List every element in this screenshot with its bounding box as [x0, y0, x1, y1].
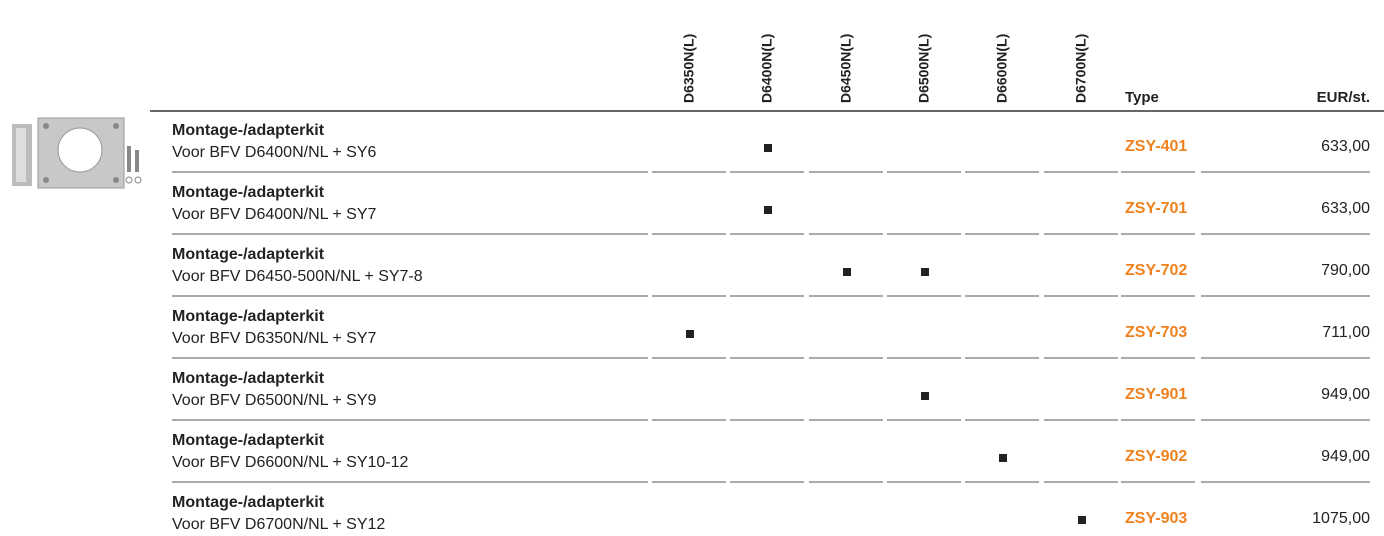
price: 633,00 — [1321, 138, 1370, 155]
product-title: Montage-/adapterkit — [172, 246, 325, 263]
compat-mark — [921, 268, 929, 276]
type-code: ZSY-902 — [1125, 448, 1187, 465]
price: 1075,00 — [1312, 510, 1370, 527]
model-header: D6450N(L) — [838, 34, 854, 103]
type-header: Type — [1125, 89, 1159, 106]
model-header: D6400N(L) — [759, 34, 775, 103]
compat-mark — [843, 268, 851, 276]
product-subtitle: Voor BFV D6350N/NL + SY7 — [172, 330, 377, 347]
product-subtitle: Voor BFV D6400N/NL + SY7 — [172, 206, 377, 223]
type-code: ZSY-701 — [1125, 200, 1187, 217]
type-code: ZSY-903 — [1125, 510, 1187, 527]
product-subtitle: Voor BFV D6500N/NL + SY9 — [172, 392, 377, 409]
model-header: D6600N(L) — [994, 34, 1010, 103]
product-title: Montage-/adapterkit — [172, 184, 325, 201]
compat-mark — [999, 454, 1007, 462]
type-code: ZSY-702 — [1125, 262, 1187, 279]
compat-mark — [921, 392, 929, 400]
price: 949,00 — [1321, 448, 1370, 465]
product-title: Montage-/adapterkit — [172, 308, 325, 325]
compat-mark — [1078, 516, 1086, 524]
price: 790,00 — [1321, 262, 1370, 279]
product-title: Montage-/adapterkit — [172, 122, 325, 139]
product-image — [12, 117, 142, 189]
product-subtitle: Voor BFV D6400N/NL + SY6 — [172, 144, 377, 161]
price: 633,00 — [1321, 200, 1370, 217]
compat-mark — [686, 330, 694, 338]
model-header: D6700N(L) — [1073, 34, 1089, 103]
price: 949,00 — [1321, 386, 1370, 403]
type-code: ZSY-401 — [1125, 138, 1187, 155]
product-subtitle: Voor BFV D6450-500N/NL + SY7-8 — [172, 268, 423, 285]
type-code: ZSY-901 — [1125, 386, 1187, 403]
type-code: ZSY-703 — [1125, 324, 1187, 341]
product-subtitle: Voor BFV D6600N/NL + SY10-12 — [172, 454, 409, 471]
model-header: D6350N(L) — [681, 34, 697, 103]
product-title: Montage-/adapterkit — [172, 432, 325, 449]
product-subtitle: Voor BFV D6700N/NL + SY12 — [172, 516, 385, 531]
compat-mark — [764, 206, 772, 214]
product-title: Montage-/adapterkit — [172, 494, 325, 511]
compat-mark — [764, 144, 772, 152]
price: 711,00 — [1322, 324, 1370, 341]
product-title: Montage-/adapterkit — [172, 370, 325, 387]
model-header: D6500N(L) — [916, 34, 932, 103]
price-header: EUR/st. — [1317, 89, 1370, 106]
